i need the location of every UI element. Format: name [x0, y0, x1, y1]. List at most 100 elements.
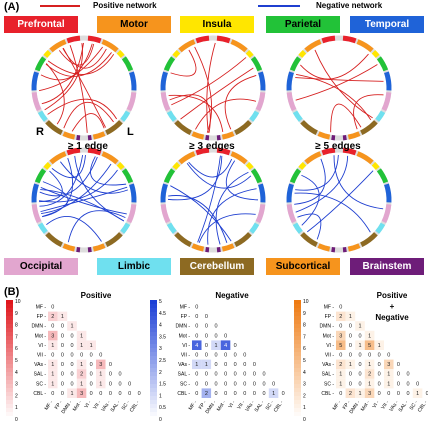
matrix-value: 0: [205, 324, 208, 330]
hemisphere-right-label: R: [36, 126, 44, 138]
matrix-col-label: VI -: [83, 399, 93, 409]
matrix-cell: [67, 330, 77, 341]
colorbar-tick: 0: [15, 417, 18, 423]
matrix-cell: [211, 321, 221, 331]
matrix-value: 0: [349, 381, 352, 387]
matrix-cell: [374, 359, 384, 370]
matrix-row-label: SAL -: [322, 372, 335, 378]
matrix-value: 0: [224, 353, 227, 359]
colorbar-tick: 5: [303, 358, 306, 364]
matrix-col-label: VAs -: [388, 399, 400, 412]
matrix-cell: [355, 321, 365, 331]
matrix-value: 0: [128, 391, 131, 397]
region-temporal: Temporal: [350, 16, 424, 33]
matrix-cell: [105, 359, 116, 370]
matrix-value: 0: [51, 391, 54, 397]
matrix-cell: [48, 302, 58, 312]
colorbar-tick: 2.5: [159, 358, 166, 364]
matrix-cell: [48, 388, 58, 398]
matrix-col-label: DMN -: [60, 399, 73, 415]
matrix-value: 0: [339, 391, 342, 397]
matrix-cell: [115, 378, 125, 389]
matrix-cell: [336, 311, 346, 322]
matrix-row-label: SC -: [324, 381, 334, 387]
matrix-cell: [48, 340, 58, 350]
matrix-value: 0: [339, 324, 342, 330]
matrix-value: 0: [51, 324, 54, 330]
matrix-col-label: MF -: [332, 399, 343, 411]
matrix-cell: [364, 388, 375, 398]
matrix-cell: [57, 369, 68, 379]
threshold-5-edges: ≥ 5 edges: [315, 141, 361, 152]
matrix-cell: [76, 350, 87, 360]
matrix-cell: [48, 330, 58, 341]
matrix-value: 0: [109, 372, 112, 378]
matrix-col-label: SC -: [121, 399, 132, 411]
matrix-col-label: VII -: [236, 399, 246, 410]
matrix-cell: [355, 369, 365, 379]
matrix-cell: [76, 330, 87, 341]
matrix-cell: [211, 378, 221, 389]
matrix-col-label: SC -: [265, 399, 276, 411]
matrix-value: 0: [195, 353, 198, 359]
matrix-cell: [364, 340, 375, 350]
matrix-cell: [345, 311, 356, 322]
matrix-value: 0: [234, 353, 237, 359]
matrix-col-label: VII -: [92, 399, 102, 410]
matrix-row-label: SAL -: [34, 372, 47, 378]
matrix-row-label: FP -: [181, 314, 191, 320]
matrix-cell: [422, 388, 428, 398]
matrix-cell: [345, 388, 356, 398]
matrix-value: 0: [90, 362, 93, 368]
connectome-ring-0-0: [31, 35, 137, 141]
matrix-cell: [201, 388, 212, 398]
connectome-circles: [31, 35, 392, 253]
matrix-col-label: SC -: [409, 399, 420, 411]
matrix-value: 1: [61, 314, 64, 320]
matrix-value: 0: [358, 362, 361, 368]
matrix-value: 0: [349, 333, 352, 339]
matrix-value: 0: [262, 381, 265, 387]
colorbar-tick: 2: [159, 370, 162, 376]
matrix-value: 2: [205, 391, 208, 397]
matrix-cell: [57, 321, 68, 331]
matrix-row-label: SC -: [180, 381, 190, 387]
colorbar-tick: 1: [159, 393, 162, 399]
matrix-value: 0: [224, 381, 227, 387]
matrix-row-label: CBL -: [177, 391, 190, 397]
matrix-cell: [259, 369, 269, 379]
matrix-row-label: VI -: [38, 343, 46, 349]
matrix-value: 0: [195, 324, 198, 330]
matrix-cell: [355, 350, 365, 360]
matrix-col-label: DMN -: [348, 399, 361, 415]
matrix-row-label: MF -: [36, 305, 47, 311]
colorbar-tick: 9: [303, 311, 306, 317]
matrix-value: 0: [214, 324, 217, 330]
matrix-value: 0: [224, 372, 227, 378]
positive-network-legend-line: [40, 5, 80, 7]
matrix-value: 1: [387, 381, 390, 387]
matrix-value: 0: [195, 305, 198, 311]
matrix-value: 1: [358, 391, 361, 397]
matrix-value: 0: [90, 353, 93, 359]
negative-network-legend-line: [258, 5, 300, 7]
matrix-cell: [230, 369, 240, 379]
matrix-value: 1: [80, 381, 83, 387]
matrix-cell: [240, 388, 250, 398]
matrix-combined-title-2: +: [389, 302, 395, 311]
matrix-cell: [220, 369, 231, 379]
matrix-cell: [230, 359, 240, 370]
matrix-cell: [201, 330, 212, 341]
matrix-value: 0: [61, 324, 64, 330]
matrix-cell: [345, 369, 356, 379]
matrix-value: 0: [61, 372, 64, 378]
matrix-value: 1: [349, 362, 352, 368]
matrix-cell: [336, 321, 346, 331]
matrix-negative-title: Negative: [215, 291, 249, 300]
colorbar-tick: 0: [303, 417, 306, 423]
matrix-cell: [192, 388, 202, 398]
matrix-cell: [192, 378, 202, 389]
matrix-value: 1: [358, 324, 361, 330]
matrix-value: 0: [253, 391, 256, 397]
